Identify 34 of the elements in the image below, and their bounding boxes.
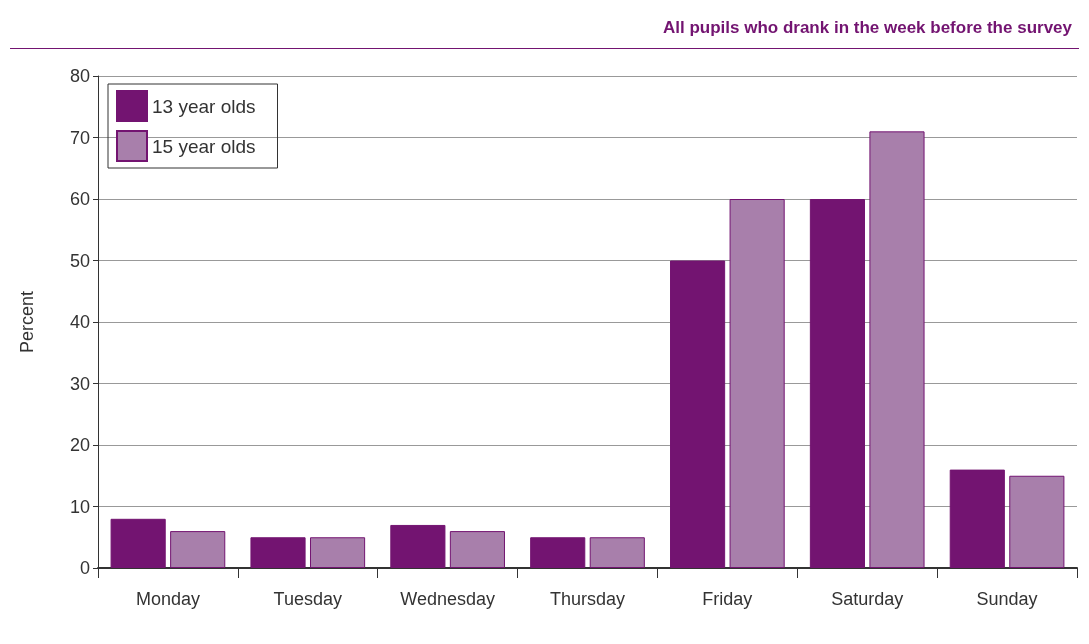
bar	[449, 531, 505, 568]
y-axis-title: Percent	[17, 290, 37, 354]
x-tick-label: Saturday	[831, 589, 904, 609]
bar	[309, 537, 366, 568]
bar	[869, 131, 925, 568]
bar	[170, 531, 226, 568]
bar	[1009, 475, 1065, 568]
bar	[729, 199, 785, 568]
y-tick-label: 20	[69, 435, 90, 455]
bar	[670, 260, 726, 568]
bar	[809, 199, 866, 568]
y-tick-label: 80	[69, 66, 90, 86]
y-tick-label: 0	[79, 558, 90, 578]
chart-title: All pupils who drank in the week before the survey	[662, 18, 1073, 37]
x-tick-label: Tuesday	[273, 589, 342, 609]
bar	[589, 537, 645, 568]
y-tick-label: 10	[69, 496, 90, 517]
x-tick-label: Wednesday	[400, 589, 496, 609]
x-tick-label: Sunday	[976, 589, 1038, 609]
legend-label: 13 year olds	[152, 95, 256, 117]
y-tick-label: 60	[69, 189, 90, 209]
bar	[110, 518, 166, 568]
bar	[530, 537, 586, 568]
y-tick-label: 50	[69, 250, 90, 271]
x-tick-label: Thursday	[549, 589, 626, 609]
x-tick-label: Friday	[702, 589, 753, 609]
bar	[390, 524, 446, 568]
bar	[949, 469, 1005, 568]
x-tick-label: Monday	[135, 589, 200, 609]
y-tick-label: 30	[69, 373, 90, 394]
legend-label: 15 year olds	[152, 135, 256, 157]
y-tick-label: 70	[69, 127, 90, 148]
bar	[250, 537, 306, 568]
y-tick-label: 40	[69, 312, 90, 332]
